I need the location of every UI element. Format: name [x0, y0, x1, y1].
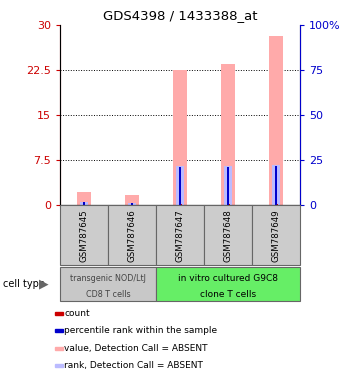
- Bar: [60, 267, 156, 301]
- Bar: [204, 205, 252, 265]
- Text: ▶: ▶: [39, 278, 49, 291]
- Text: GSM787646: GSM787646: [128, 209, 137, 262]
- Bar: [227, 204, 229, 205]
- Bar: [179, 167, 181, 205]
- Bar: [252, 205, 300, 265]
- Bar: [131, 203, 133, 205]
- Bar: [108, 205, 156, 265]
- Bar: [275, 204, 277, 205]
- Text: clone T cells: clone T cells: [200, 290, 256, 299]
- Bar: [128, 203, 136, 205]
- Text: GSM787645: GSM787645: [80, 209, 88, 262]
- Bar: [125, 195, 139, 205]
- Text: count: count: [64, 309, 90, 318]
- Bar: [131, 204, 133, 205]
- Bar: [83, 203, 85, 205]
- Bar: [55, 364, 63, 367]
- Text: percentile rank within the sample: percentile rank within the sample: [64, 326, 217, 335]
- Bar: [179, 204, 181, 205]
- Bar: [221, 64, 235, 205]
- Bar: [224, 166, 232, 205]
- Bar: [55, 347, 63, 350]
- Title: GDS4398 / 1433388_at: GDS4398 / 1433388_at: [103, 9, 257, 22]
- Text: rank, Detection Call = ABSENT: rank, Detection Call = ABSENT: [64, 361, 203, 370]
- Bar: [227, 167, 229, 205]
- Text: GSM787648: GSM787648: [224, 209, 233, 262]
- Bar: [156, 267, 300, 301]
- Bar: [77, 192, 91, 205]
- Bar: [55, 329, 63, 333]
- Bar: [80, 202, 88, 205]
- Bar: [83, 202, 85, 205]
- Bar: [55, 312, 63, 315]
- Bar: [269, 36, 283, 205]
- Text: GSM787649: GSM787649: [272, 209, 281, 262]
- Text: GSM787647: GSM787647: [176, 209, 185, 262]
- Bar: [156, 205, 204, 265]
- Bar: [275, 166, 277, 205]
- Bar: [272, 166, 280, 205]
- Text: in vitro cultured G9C8: in vitro cultured G9C8: [178, 275, 278, 283]
- Bar: [176, 166, 184, 205]
- Text: value, Detection Call = ABSENT: value, Detection Call = ABSENT: [64, 344, 208, 353]
- Text: CD8 T cells: CD8 T cells: [86, 290, 130, 299]
- Bar: [173, 70, 187, 205]
- Bar: [60, 205, 108, 265]
- Text: transgenic NOD/LtJ: transgenic NOD/LtJ: [70, 275, 146, 283]
- Text: cell type: cell type: [3, 279, 45, 289]
